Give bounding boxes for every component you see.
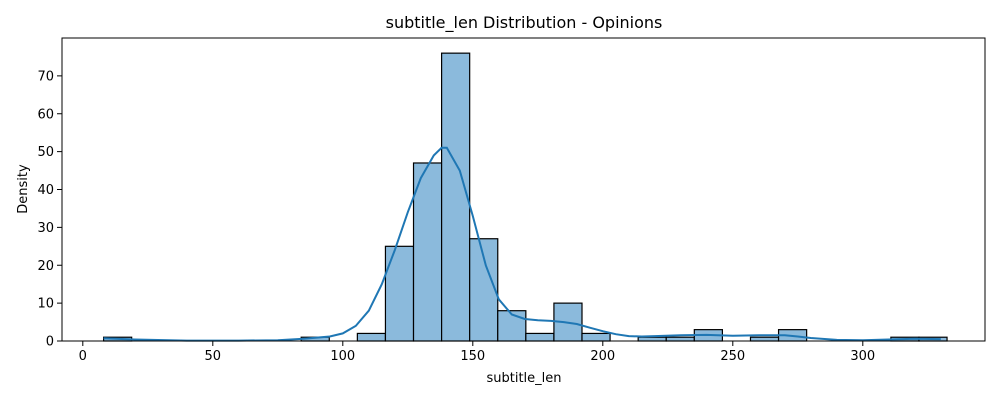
kde-curve — [103, 146, 941, 342]
histogram-bar-4 — [412, 162, 443, 342]
histogram-bars — [102, 52, 948, 342]
x-tick-label: 150 — [460, 349, 485, 364]
histogram-bar-5 — [441, 52, 471, 342]
chart-title: subtitle_len Distribution - Opinions — [386, 13, 663, 33]
histogram-bar-3 — [384, 245, 415, 342]
plot-frame — [61, 37, 986, 342]
x-tick-label: 100 — [330, 349, 355, 364]
histogram-bar-14 — [749, 336, 780, 342]
x-axis-label: subtitle_len — [486, 371, 561, 386]
y-tick-label: 50 — [37, 145, 54, 160]
x-tick-label: 300 — [850, 349, 875, 364]
y-tick-label: 40 — [37, 183, 54, 198]
y-tick-label: 20 — [37, 259, 54, 274]
x-tick-label: 0 — [79, 349, 87, 364]
histogram-bar-12 — [665, 336, 695, 342]
histogram-bar-11 — [637, 336, 667, 342]
x-tick-label: 50 — [205, 349, 222, 364]
histogram-bar-7 — [497, 310, 527, 342]
y-tick-label: 60 — [37, 107, 54, 122]
y-axis-label: Density — [16, 164, 31, 214]
y-tick-label: 70 — [37, 69, 54, 84]
x-tick-label: 200 — [590, 349, 615, 364]
y-axis: 0 10 20 30 40 50 60 70 — [37, 69, 62, 350]
histogram-bar-8 — [525, 332, 555, 342]
histogram-bar-2 — [356, 332, 387, 342]
y-tick-label: 10 — [37, 297, 54, 312]
y-tick-label: 0 — [46, 335, 54, 350]
histogram-bar-10 — [581, 332, 611, 342]
x-axis: 0 50 100 150 200 250 300 — [79, 341, 875, 364]
x-tick-label: 250 — [720, 349, 745, 364]
y-tick-label: 30 — [37, 221, 54, 236]
